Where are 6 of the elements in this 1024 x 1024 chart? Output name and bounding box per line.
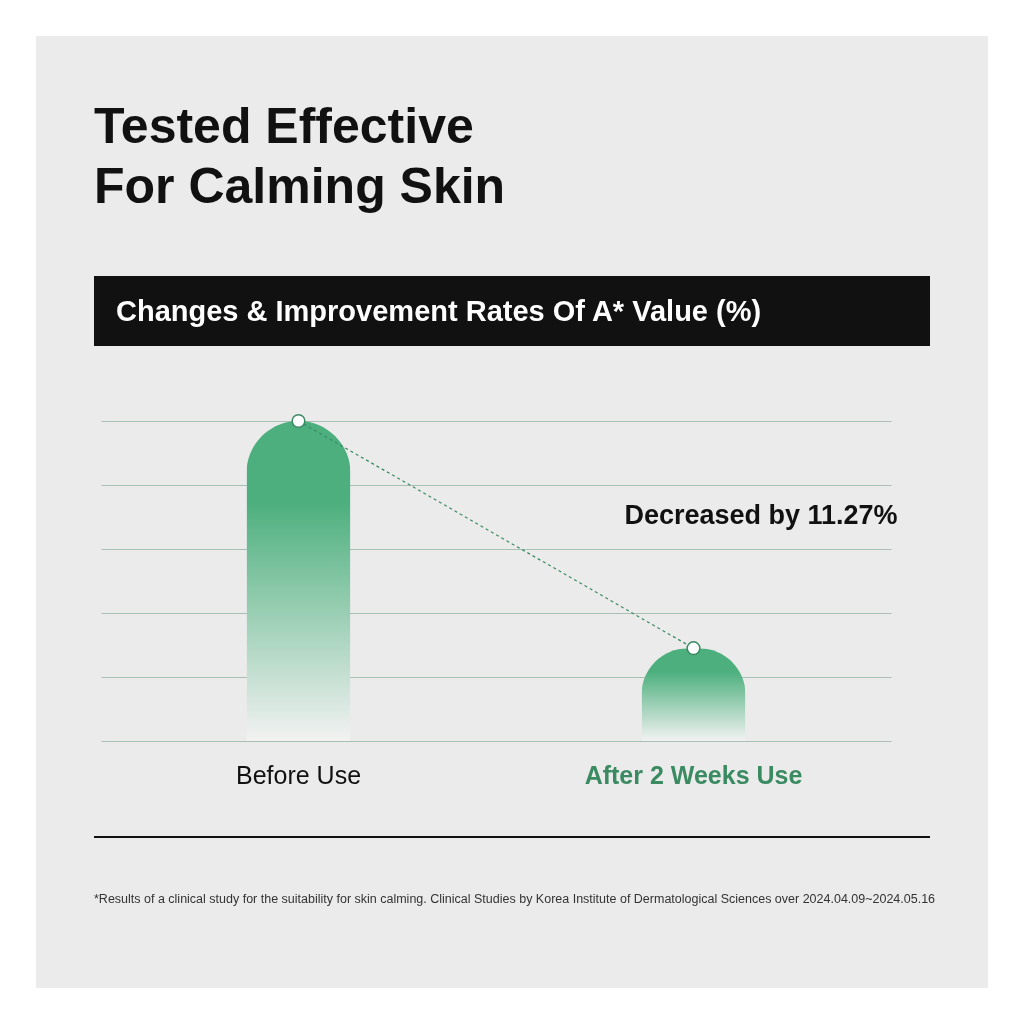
x-tick-label: Before Use [235,760,362,789]
chart-title: Tested Effective For Calming Skin [94,97,507,216]
text: *Results of a clinical study for the suitability for skin calming. Clinical Studies by Korea Institute of Dermatological Sciences over 2024.04.09~2024.05.16 [94,891,937,907]
x-tick-label: After 2 Weeks Use [584,760,803,789]
annotation: Decreased by 11.27% [624,500,898,530]
chart-subtitle: Changes & Improvement Rates Of A* Value (%) [94,276,930,346]
